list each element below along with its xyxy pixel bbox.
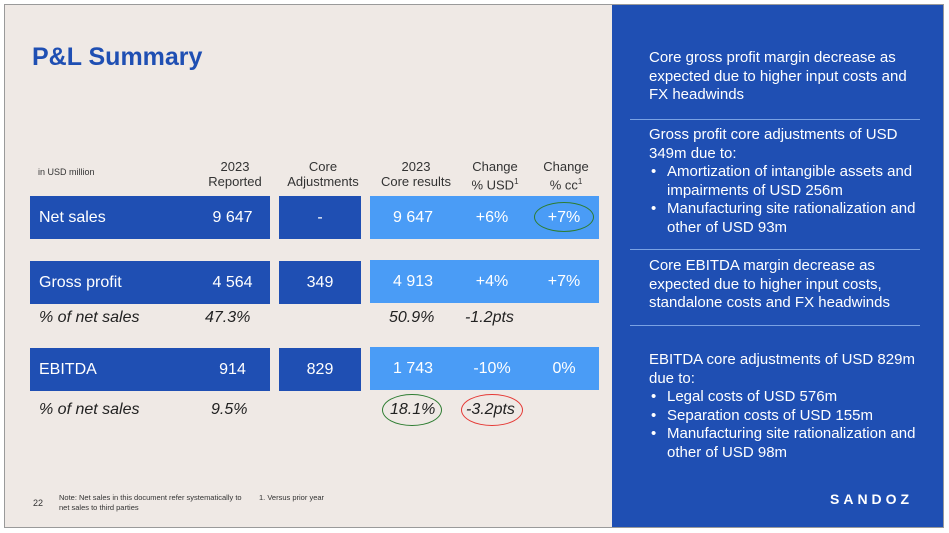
ebitda-change-usd: -10% <box>473 359 511 377</box>
row-ebitda: EBITDA <box>30 348 270 391</box>
footer-note: Note: Net sales in this document refer s… <box>59 493 242 512</box>
footer-footnote: 1. Versus prior year <box>259 493 325 502</box>
divider <box>630 249 920 250</box>
right-panel: Core gross profit margin decrease as exp… <box>612 5 943 527</box>
ebitda-adjustments: 829 <box>279 348 361 391</box>
commentary-block-4: EBITDA core adjustments of USD 829m due … <box>649 351 924 462</box>
header-core-results: 2023 Core results <box>373 159 459 189</box>
header-core-results-line2: Core results <box>380 174 452 189</box>
header-reported-line1: 2023 <box>220 159 250 174</box>
footnote-ref: 1 <box>577 177 583 186</box>
sandoz-logo: SANDOZ <box>830 491 914 507</box>
gp-pct-label: % of net sales <box>39 309 140 326</box>
block2-intro: Gross profit core adjustments of USD 349… <box>649 126 898 162</box>
highlight-circle-red <box>461 394 523 426</box>
footnote-ref: 1 <box>514 177 519 186</box>
gross-profit-core-block: 4 913 +4% +7% <box>370 260 599 303</box>
commentary-block-2: Gross profit core adjustments of USD 349… <box>649 126 924 237</box>
header-change-cc-text: % cc <box>549 177 578 193</box>
header-change-cc-line2: % cc1 <box>532 174 600 192</box>
ebitda-core-block: 1 743 -10% 0% <box>370 347 599 390</box>
left-panel: P&L Summary in USD million 2023 Reported… <box>5 5 612 527</box>
header-change-usd-line2: % USD1 <box>461 174 529 192</box>
eb-pct-label: % of net sales <box>39 401 140 418</box>
eb-pct-reported: 9.5% <box>211 401 248 418</box>
header-reported: 2023 Reported <box>201 159 269 189</box>
header-core-adjustments: Core Adjustments <box>283 159 363 189</box>
ebitda-label: EBITDA <box>39 360 97 378</box>
gross-profit-label: Gross profit <box>39 273 122 291</box>
divider <box>630 119 920 120</box>
page-number: 22 <box>33 498 44 508</box>
net-sales-adjustments: - <box>279 196 361 239</box>
divider <box>630 325 920 326</box>
gp-pct-core: 50.9% <box>389 309 435 326</box>
net-sales-reported: 9 647 <box>212 208 253 226</box>
list-item: Manufacturing site rationalization and o… <box>649 200 924 237</box>
block4-intro: EBITDA core adjustments of USD 829m due … <box>649 351 915 387</box>
row-gross-profit: Gross profit <box>30 261 270 304</box>
row-net-sales: Net sales <box>30 196 270 239</box>
list-item: Legal costs of USD 576m <box>649 388 924 407</box>
gross-profit-core: 4 913 <box>392 272 434 290</box>
commentary-block-3: Core EBITDA margin decrease as expected … <box>649 257 890 311</box>
list-item: Amortization of intangible assets and im… <box>649 163 924 200</box>
header-change-cc-line1: Change <box>543 159 589 174</box>
ebitda-change-cc: 0% <box>552 359 576 377</box>
header-change-usd-line1: Change <box>472 159 518 174</box>
ebitda-core: 1 743 <box>392 359 434 377</box>
net-sales-core: 9 647 <box>392 208 434 226</box>
ebitda-reported: 914 <box>219 360 246 378</box>
gross-profit-change-cc: +7% <box>547 272 581 290</box>
units-label: in USD million <box>38 167 95 177</box>
slide: P&L Summary in USD million 2023 Reported… <box>4 4 944 528</box>
list-item: Manufacturing site rationalization and o… <box>649 425 924 462</box>
header-change-usd-text: % USD <box>471 177 515 193</box>
header-core-adj-line2: Adjustments <box>287 174 359 189</box>
net-sales-label: Net sales <box>39 208 106 226</box>
header-reported-line2: Reported <box>208 174 262 189</box>
commentary-block-1: Core gross profit margin decrease as exp… <box>649 49 907 103</box>
gp-pct-reported: 47.3% <box>205 309 251 326</box>
header-core-adj-line1: Core <box>308 159 338 174</box>
gross-profit-adjustments: 349 <box>279 261 361 304</box>
header-change-cc: Change % cc1 <box>532 159 600 192</box>
highlight-circle-green <box>534 202 594 232</box>
net-sales-change-usd: +6% <box>475 208 509 226</box>
gross-profit-change-usd: +4% <box>475 272 509 290</box>
block2-list: Amortization of intangible assets and im… <box>649 163 924 237</box>
highlight-circle-green <box>382 394 442 426</box>
list-item: Separation costs of USD 155m <box>649 407 924 426</box>
page-title: P&L Summary <box>32 43 203 71</box>
header-core-results-line1: 2023 <box>401 159 431 174</box>
gross-profit-reported: 4 564 <box>212 273 253 291</box>
gp-pct-change-usd: -1.2pts <box>465 309 514 326</box>
block4-list: Legal costs of USD 576m Separation costs… <box>649 388 924 462</box>
header-change-usd: Change % USD1 <box>461 159 529 192</box>
